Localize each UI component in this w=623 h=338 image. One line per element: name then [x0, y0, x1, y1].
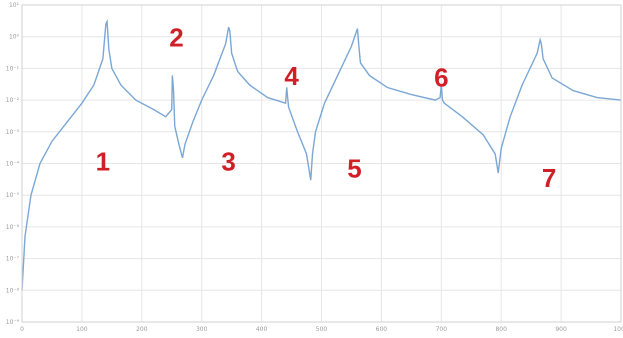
grid	[21, 4, 622, 323]
peak-label: 5	[347, 153, 361, 183]
y-tick-label: 10¹	[9, 2, 20, 9]
x-tick-label: 400	[256, 326, 268, 333]
y-tick-label: 10⁻⁹	[6, 319, 20, 326]
peak-label: 1	[96, 146, 110, 176]
tick-labels: 0 100 200 300 400 500 600 700 800 900 1000 10⁻⁹ 10⁻⁸…	[6, 2, 623, 333]
x-tick-label: 700	[436, 326, 448, 333]
y-tick-label: 10⁻⁷	[6, 256, 20, 263]
y-tick-label: 10⁻²	[6, 97, 20, 104]
peak-label: 3	[221, 146, 235, 176]
y-tick-label: 10⁻⁸	[6, 287, 20, 294]
x-tick-label: 200	[136, 326, 148, 333]
x-tick-label: 500	[316, 326, 328, 333]
series-group	[21, 18, 622, 291]
peak-annotations: 1 2 3 4 5 6 7	[96, 23, 557, 193]
response-curve	[21, 18, 622, 291]
axes-box	[21, 4, 622, 323]
peak-label: 2	[169, 23, 183, 53]
x-tick-label: 300	[196, 326, 208, 333]
x-tick-label: 100	[76, 326, 88, 333]
x-tick-label: 600	[376, 326, 388, 333]
y-tick-label: 10⁻³	[6, 129, 20, 136]
peak-label: 7	[542, 163, 556, 193]
peak-label: 4	[284, 61, 299, 91]
y-tick-label: 10⁻⁶	[6, 224, 20, 231]
x-tick-label: 900	[555, 326, 567, 333]
peak-label: 6	[434, 62, 448, 92]
x-tick-label: 0	[20, 326, 24, 333]
y-tick-label: 10⁻⁴	[6, 161, 20, 168]
y-tick-label: 10⁻¹	[6, 65, 20, 72]
x-tick-label: 800	[495, 326, 507, 333]
x-tick-label: 1000	[613, 326, 623, 333]
y-tick-label: 10⁰	[9, 34, 20, 41]
y-tick-label: 10⁻⁵	[6, 192, 20, 199]
